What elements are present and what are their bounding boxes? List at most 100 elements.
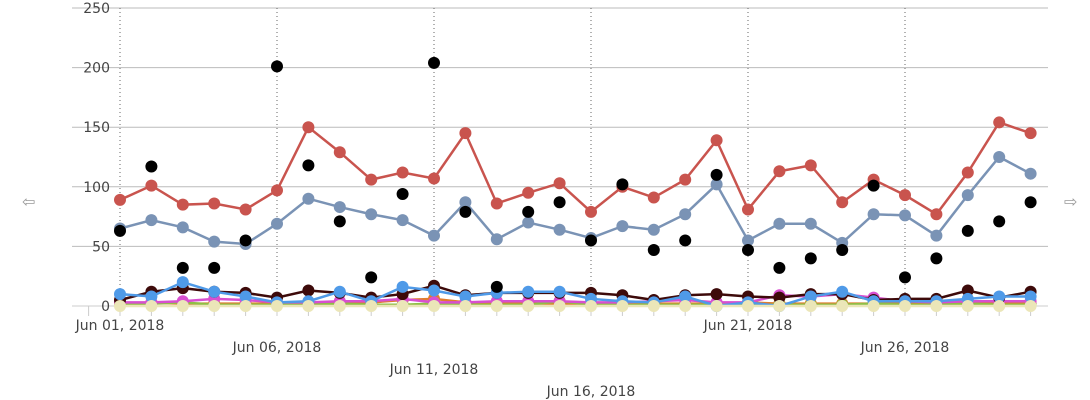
data-point [271,217,283,230]
data-point [208,261,221,274]
data-point [804,159,817,172]
data-point [553,285,566,298]
data-point [302,159,315,172]
data-point [836,196,849,209]
data-point [365,208,378,221]
data-point [1024,127,1037,140]
data-point [396,166,409,179]
data-point [428,56,440,69]
data-point [239,300,252,312]
data-point [239,203,252,216]
data-point [773,291,786,304]
data-point [333,215,346,228]
x-tick-label: Jun 26, 2018 [860,340,950,356]
data-point [993,300,1006,312]
data-point [899,209,911,222]
data-point [428,229,440,242]
data-point [333,146,346,159]
y-tick-label: 50 [92,239,110,255]
x-tick-label: Jun 01, 2018 [75,318,165,334]
data-point [208,285,221,298]
data-point [585,205,597,218]
data-point [867,300,880,312]
data-point [1024,196,1037,209]
data-point [1024,300,1037,312]
data-point [302,300,315,312]
x-tick-label: Jun 06, 2018 [232,340,322,356]
data-point [553,223,566,236]
data-point [302,121,315,134]
data-point [145,290,158,303]
data-point [773,300,786,312]
data-point [585,234,597,247]
data-point [804,300,817,312]
data-point [616,178,629,191]
series-2 [114,56,1037,293]
data-point [773,217,786,230]
data-point [553,196,566,209]
data-point [647,223,660,236]
data-point [710,300,723,312]
data-point [208,197,221,210]
data-point [208,300,221,312]
data-point [114,300,126,312]
data-point [176,198,189,211]
data-point [1024,167,1037,180]
data-point [271,300,283,312]
data-point [961,284,974,297]
data-point [993,151,1006,163]
data-point [836,300,849,312]
x-tick-label: Jun 21, 2018 [703,318,793,334]
data-point [490,300,503,312]
data-point [993,215,1006,228]
data-point [899,300,911,312]
data-point [804,217,817,230]
data-point [302,192,315,205]
data-point [396,300,409,312]
arrow-left-icon[interactable]: ⇦ [22,192,36,211]
y-tick-label: 150 [83,120,110,136]
data-point [616,220,629,233]
data-point [742,300,754,312]
data-point [114,288,126,301]
data-point [553,300,566,312]
data-point [710,288,723,301]
data-point [961,166,974,179]
data-point [773,261,786,274]
data-point [365,173,378,186]
data-point [522,300,535,312]
data-point [804,290,817,303]
data-point [616,300,629,312]
data-point [867,179,880,192]
data-point [679,290,692,303]
data-point [490,197,503,210]
data-point [961,189,974,202]
data-point [114,224,126,237]
data-point [679,234,692,247]
data-point [302,284,315,297]
data-point [428,284,440,297]
data-point [145,160,158,173]
data-point [993,116,1006,129]
series-8 [114,300,1037,312]
series-line [119,155,1032,246]
data-point [553,177,566,190]
data-point [930,208,943,221]
data-point [710,134,723,147]
y-tick-label: 0 [101,299,110,315]
data-point [742,203,754,216]
data-point [145,300,158,312]
data-point [961,224,974,237]
data-point [145,214,158,227]
data-point [930,252,943,265]
arrow-right-icon[interactable]: ⇨ [1064,192,1078,211]
data-point [490,233,503,246]
data-point [585,300,597,312]
data-point [459,196,472,209]
data-point [459,205,472,218]
data-point [522,285,535,298]
data-point [490,280,503,293]
data-point [679,300,692,312]
data-point [647,300,660,312]
